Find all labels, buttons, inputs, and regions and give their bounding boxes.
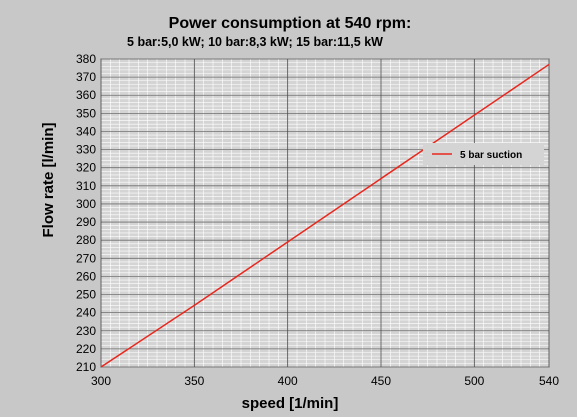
y-tick-label: 230: [76, 324, 96, 338]
y-tick-label: 350: [76, 106, 96, 120]
y-tick-label: 370: [76, 70, 96, 84]
x-tick-label: 450: [371, 374, 391, 388]
y-axis-label: Flow rate [l/min]: [40, 122, 57, 237]
x-tick-label: 500: [464, 374, 484, 388]
y-tick-label: 310: [76, 179, 96, 193]
y-tick-label: 210: [76, 360, 96, 374]
chart-subtitle: 5 bar:5,0 kW; 10 bar:8,3 kW; 15 bar:11,5…: [127, 35, 383, 49]
y-tick-label: 300: [76, 197, 96, 211]
chart-title: Power consumption at 540 rpm:: [169, 15, 412, 32]
major-grid: [100, 58, 550, 368]
y-tick-label: 250: [76, 288, 96, 302]
x-tick-label: 540: [539, 374, 559, 388]
legend-label: 5 bar suction: [460, 150, 522, 161]
x-tick-label: 400: [278, 374, 298, 388]
y-tick-label: 280: [76, 233, 96, 247]
y-tick-label: 270: [76, 251, 96, 265]
x-tick-label: 350: [184, 374, 204, 388]
legend-box: [423, 143, 544, 165]
y-tick-label: 290: [76, 215, 96, 229]
y-tick-label: 260: [76, 269, 96, 283]
x-tick-label: 300: [91, 374, 111, 388]
legend: 5 bar suction: [423, 143, 544, 165]
y-tick-label: 380: [76, 52, 96, 66]
series-layer: [100, 63, 550, 368]
y-tick-label: 340: [76, 124, 96, 138]
series-line: [100, 63, 550, 368]
x-axis-ticks: 300 350 400 450 500 540: [91, 374, 559, 388]
y-tick-label: 320: [76, 161, 96, 175]
y-tick-label: 240: [76, 306, 96, 320]
x-axis-label: speed [1/min]: [242, 395, 339, 412]
y-tick-label: 330: [76, 143, 96, 157]
y-tick-label: 360: [76, 88, 96, 102]
y-axis-ticks: 210 220 230 240 250 260 270 280 290 300 310 320 330 3…: [76, 52, 96, 374]
y-tick-label: 220: [76, 342, 96, 356]
